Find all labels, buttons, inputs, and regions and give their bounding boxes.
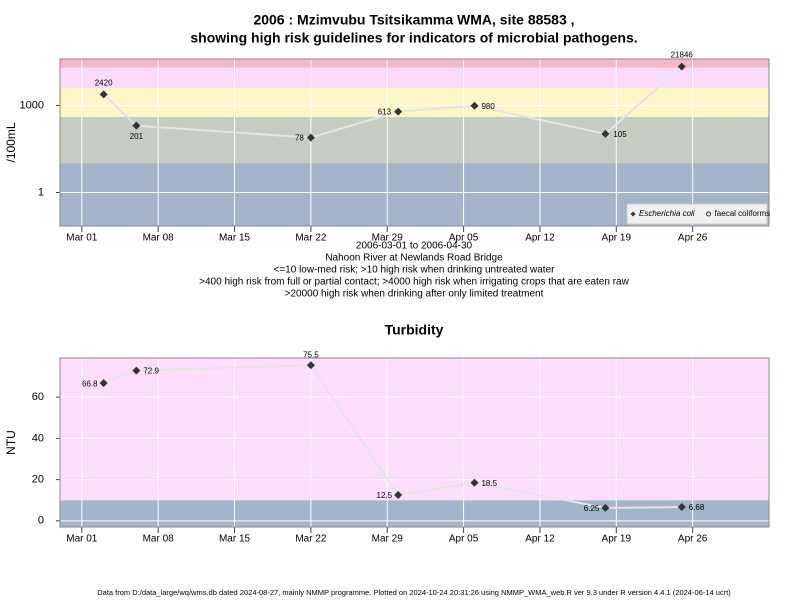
y-axis-label: NTU — [4, 430, 18, 455]
data-label: 980 — [481, 102, 495, 111]
data-label: 2420 — [95, 78, 113, 87]
legend-marker — [630, 211, 636, 217]
legend-marker — [706, 211, 712, 217]
note: Nahoon River at Newlands Road Bridge — [325, 253, 503, 264]
x-tick-label: Mar 22 — [295, 534, 327, 545]
risk-band — [60, 358, 769, 501]
data-label: 21846 — [671, 51, 694, 60]
legend-label: faecal coliforms — [715, 209, 771, 218]
data-point — [306, 361, 315, 370]
chart-title: 2006 : Mzimvubu Tsitsikamma WMA, site 88… — [253, 12, 574, 28]
x-tick-label: Apr 19 — [602, 233, 632, 244]
y-tick-label: 0 — [38, 515, 44, 527]
x-tick-label: Mar 15 — [219, 534, 251, 545]
y-tick-label: 40 — [32, 432, 44, 444]
data-point — [470, 101, 479, 110]
y-tick-label: 20 — [32, 474, 44, 486]
x-tick-label: Mar 08 — [143, 233, 175, 244]
risk-band — [60, 67, 769, 89]
data-point — [601, 503, 610, 512]
x-tick-label: Apr 05 — [449, 534, 479, 545]
x-tick-label: Mar 08 — [143, 534, 175, 545]
data-label: 6.25 — [584, 504, 600, 513]
data-label: 75.5 — [303, 350, 319, 359]
x-tick-label: Mar 01 — [66, 534, 98, 545]
x-tick-label: Apr 19 — [602, 534, 632, 545]
x-tick-label: Mar 01 — [66, 233, 98, 244]
x-tick-label: Apr 26 — [678, 233, 708, 244]
data-label: 6.68 — [689, 503, 705, 512]
data-point — [677, 503, 686, 512]
risk-band — [60, 59, 769, 68]
legend-box — [626, 203, 768, 225]
x-tick-label: Mar 15 — [219, 233, 251, 244]
legend-label: Escherichia coli — [639, 209, 695, 218]
risk-band — [60, 117, 769, 164]
data-point — [132, 121, 141, 130]
y-tick-label: 1 — [38, 186, 44, 198]
data-point — [677, 62, 686, 71]
data-point — [601, 129, 610, 138]
chart-title: showing high risk guidelines for indicat… — [190, 30, 637, 46]
x-tick-label: Mar 22 — [295, 233, 327, 244]
data-point — [470, 478, 479, 487]
x-tick-label: Apr 05 — [449, 233, 479, 244]
data-point — [306, 133, 315, 142]
data-point — [99, 379, 108, 388]
note: >400 high risk from full or partial cont… — [199, 277, 629, 288]
x-tick-label: Apr 26 — [678, 534, 708, 545]
data-label: 18.5 — [481, 479, 497, 488]
plot-frame — [59, 357, 770, 528]
data-label: 78 — [295, 134, 304, 143]
x-tick-label: Apr 12 — [525, 534, 555, 545]
note: <=10 low-med risk; >10 high risk when dr… — [274, 265, 556, 276]
data-point — [132, 366, 141, 375]
data-label: 66.8 — [82, 379, 98, 388]
y-tick-label: 1000 — [20, 99, 44, 111]
x-tick-label: Mar 29 — [372, 233, 404, 244]
risk-band — [60, 88, 769, 118]
plot-frame — [59, 58, 770, 227]
risk-band — [60, 500, 769, 527]
data-point — [394, 107, 403, 116]
chart-title: Turbidity — [385, 322, 444, 338]
data-label: 105 — [613, 130, 627, 139]
note: 2006-03-01 to 2006-04-30 — [356, 241, 473, 252]
data-point — [99, 90, 108, 99]
note: >20000 high risk when drinking after onl… — [285, 289, 544, 300]
x-tick-label: Apr 12 — [525, 233, 555, 244]
y-tick-label: 60 — [32, 391, 44, 403]
data-label: 72.9 — [143, 367, 159, 376]
data-label: 613 — [378, 108, 392, 117]
x-tick-label: Mar 29 — [372, 534, 404, 545]
data-label: 12.5 — [377, 491, 393, 500]
data-label: 201 — [130, 132, 144, 141]
y-axis-label: /100mL — [4, 122, 18, 162]
footer: Data from D:/data_large/wq/wms.db dated … — [97, 588, 731, 597]
data-point — [394, 491, 403, 500]
